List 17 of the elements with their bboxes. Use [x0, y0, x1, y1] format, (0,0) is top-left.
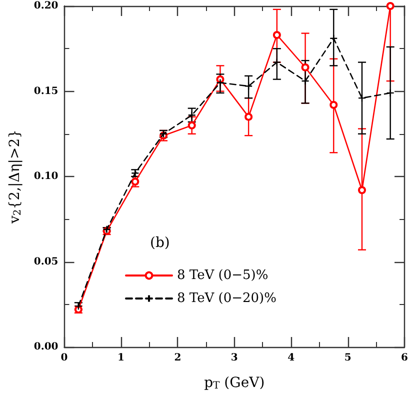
x-tick-label: 6 — [401, 352, 408, 364]
legend-label: 8 TeV (0−20)% — [177, 291, 276, 306]
x-tick-label: 1 — [117, 352, 124, 364]
annotation: (b) — [150, 235, 170, 251]
legend-label: 8 TeV (0−5)% — [177, 268, 268, 283]
y-tick-label: 0.00 — [34, 342, 58, 352]
x-tick-label: 5 — [344, 352, 352, 364]
x-tick-label: 0 — [60, 352, 68, 364]
x-tick-label: 4 — [288, 352, 295, 364]
y-tick-label: 0.15 — [34, 86, 58, 97]
x-axis-title: pT (GeV) — [204, 375, 265, 392]
y-tick-label: 0.10 — [34, 171, 58, 182]
x-tick-label: 3 — [230, 352, 238, 364]
y-axis-title: v2{2,|Δη|>2} — [7, 129, 24, 225]
y-tick-label: 0.20 — [34, 0, 58, 12]
x-tick-label: 2 — [174, 352, 182, 364]
y-tick-label: 0.05 — [34, 256, 58, 268]
